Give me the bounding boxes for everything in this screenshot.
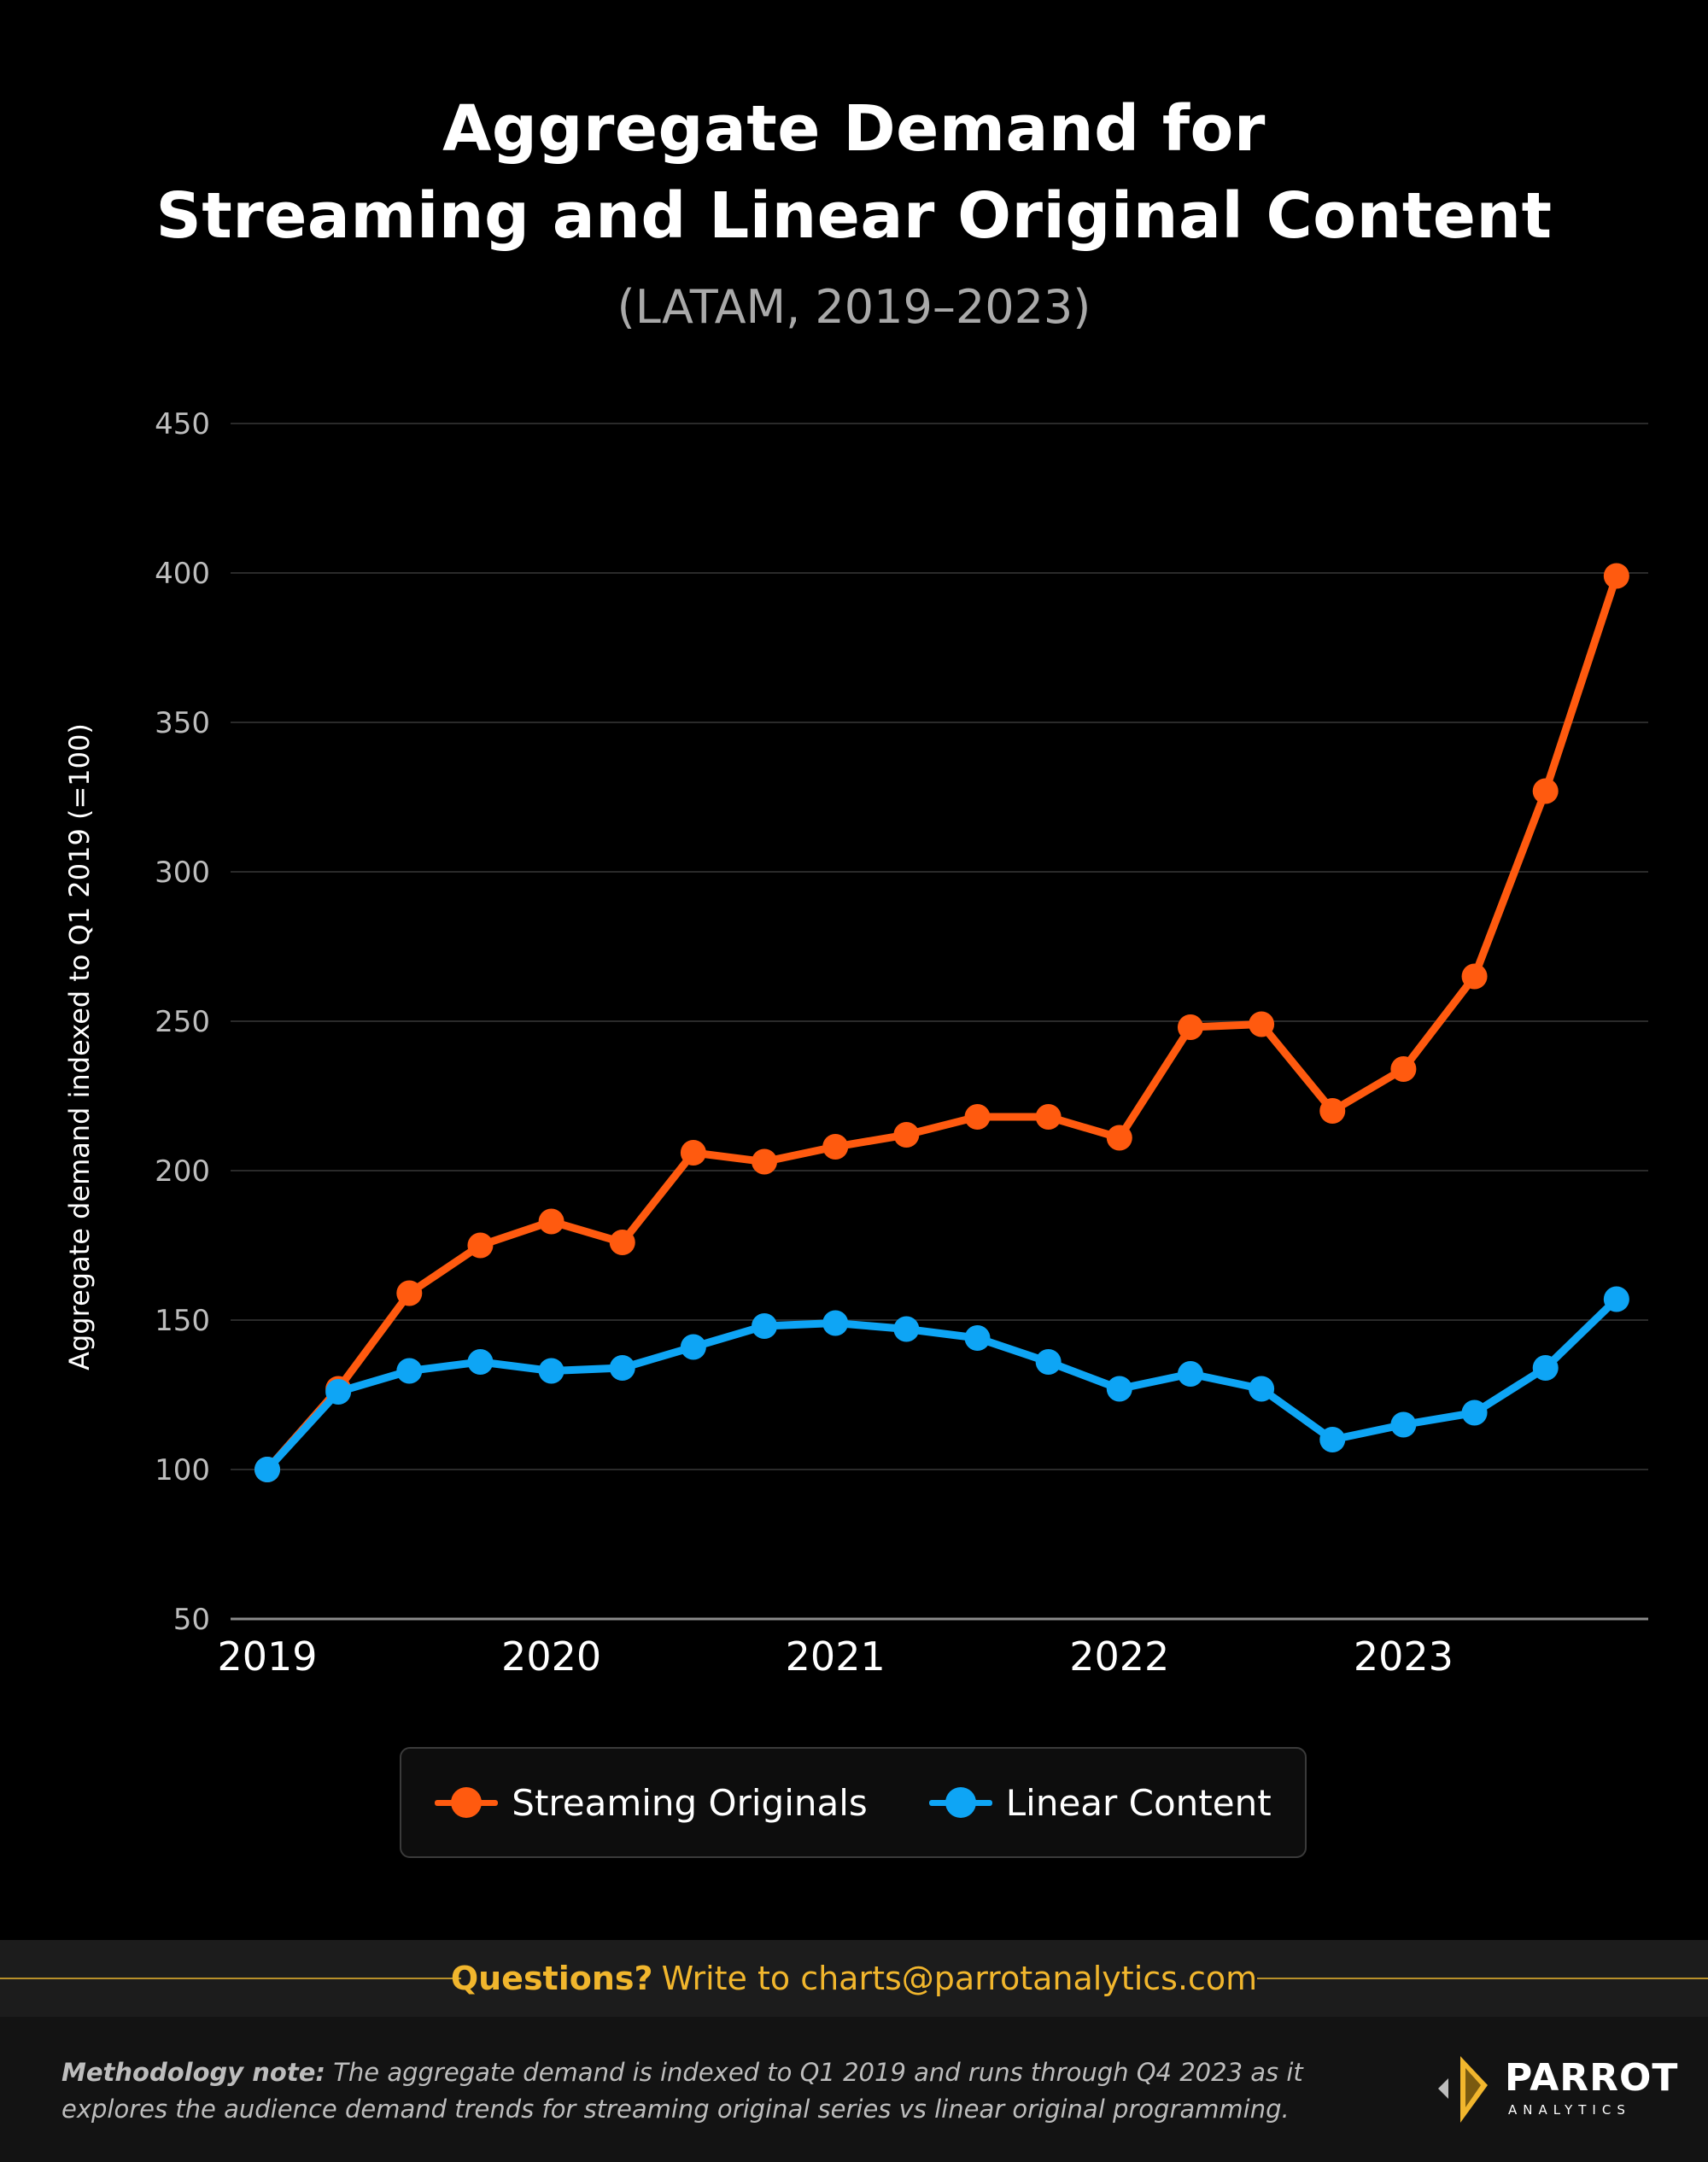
point-linear-content-q4-2023[interactable] [1603, 1286, 1629, 1312]
footer-question: Questions? [450, 1960, 653, 1997]
point-linear-content-q3-2023[interactable] [1532, 1355, 1559, 1381]
y-axis-ticks: 50 100 150 200 250 300 350 400 450 [155, 407, 210, 1637]
legend-swatch-linear-icon [928, 1785, 992, 1820]
x-tick-label-2020: 2020 [501, 1633, 601, 1680]
point-linear-content-q3-2022[interactable] [1249, 1376, 1275, 1402]
y-tick-label-350: 350 [155, 706, 210, 740]
point-linear-content-q3-2021[interactable] [964, 1325, 991, 1351]
y-tick-label-250: 250 [155, 1005, 210, 1039]
chart-legend: Streaming Originals Linear Content [400, 1747, 1307, 1858]
point-linear-content-q2-2021[interactable] [893, 1316, 920, 1342]
point-linear-content-q3-2020[interactable] [680, 1334, 706, 1360]
series-line-linear-content [263, 1295, 1621, 1474]
chart-title-line-2: Streaming and Linear Original Content [155, 179, 1553, 253]
y-axis-label: Aggregate demand indexed to Q1 2019 (=10… [63, 723, 96, 1370]
footer-contact-link[interactable]: Write to charts@parrotanalytics.com [661, 1960, 1258, 1997]
legend-swatch-streaming-icon [435, 1785, 499, 1820]
point-streaming-originals-q3-2020[interactable] [680, 1140, 706, 1166]
point-linear-content-q2-2022[interactable] [1177, 1361, 1203, 1387]
x-tick-label-2022: 2022 [1069, 1633, 1169, 1680]
methodology-note-label: Methodology note: [61, 2058, 325, 2087]
point-linear-content-q1-2022[interactable] [1106, 1376, 1132, 1402]
footer-contact: Questions? Write to charts@parrotanalyti… [0, 1940, 1708, 2017]
grid-lines [231, 423, 1648, 1470]
point-streaming-originals-q4-2019[interactable] [467, 1232, 494, 1259]
footer-rule-right [1247, 1978, 1708, 1979]
point-linear-content-q4-2021[interactable] [1035, 1349, 1062, 1375]
point-streaming-originals-q1-2022[interactable] [1106, 1125, 1132, 1151]
point-streaming-originals-q1-2020[interactable] [538, 1208, 564, 1235]
point-streaming-originals-q4-2023[interactable] [1603, 563, 1629, 589]
logo-name: PARROT [1505, 2056, 1679, 2100]
point-linear-content-q4-2019[interactable] [467, 1349, 494, 1375]
methodology-note: Methodology note: The aggregate demand i… [61, 2054, 1411, 2128]
y-tick-label-300: 300 [155, 856, 210, 890]
point-streaming-originals-q3-2019[interactable] [396, 1280, 423, 1306]
point-linear-content-q2-2019[interactable] [325, 1379, 352, 1405]
legend-label-linear: Linear Content [1005, 1781, 1272, 1824]
point-streaming-originals-q2-2021[interactable] [893, 1122, 920, 1148]
methodology-note-text: The aggregate demand is indexed to Q1 20… [61, 2058, 1303, 2124]
footer-contact-band: Questions? Write to charts@parrotanalyti… [0, 1940, 1708, 2017]
logo-subtitle: ANALYTICS [1508, 2102, 1631, 2118]
legend-label-streaming: Streaming Originals [512, 1781, 868, 1824]
point-linear-content-q1-2020[interactable] [538, 1358, 564, 1384]
legend-item-streaming[interactable]: Streaming Originals [435, 1782, 868, 1824]
y-tick-label-200: 200 [155, 1154, 210, 1189]
x-tick-label-2019: 2019 [217, 1633, 317, 1680]
series-group [254, 563, 1629, 1482]
chart-subtitle: (LATAM, 2019–2023) [617, 280, 1091, 334]
point-linear-content-q4-2022[interactable] [1319, 1427, 1346, 1452]
point-streaming-originals-q1-2023[interactable] [1390, 1056, 1417, 1082]
chart-title-line-1: Aggregate Demand for [442, 92, 1266, 166]
point-linear-content-q1-2019[interactable] [254, 1457, 280, 1482]
point-streaming-originals-q4-2022[interactable] [1319, 1098, 1346, 1124]
y-tick-label-50: 50 [173, 1603, 210, 1637]
point-streaming-originals-q4-2020[interactable] [752, 1148, 778, 1175]
x-axis-ticks: 2019 2020 2021 2022 2023 [217, 1633, 1453, 1680]
chart-title: Aggregate Demand for Streaming and Linea… [0, 85, 1708, 260]
point-linear-content-q1-2021[interactable] [822, 1310, 849, 1336]
point-linear-content-q1-2023[interactable] [1390, 1411, 1417, 1438]
footer-rule-left [0, 1978, 461, 1979]
point-streaming-originals-q3-2021[interactable] [964, 1104, 991, 1130]
point-streaming-originals-q3-2023[interactable] [1532, 778, 1559, 804]
legend-item-linear[interactable]: Linear Content [928, 1781, 1272, 1824]
y-tick-label-450: 450 [155, 407, 210, 441]
point-linear-content-q3-2019[interactable] [396, 1358, 423, 1384]
y-tick-label-150: 150 [155, 1304, 210, 1338]
x-tick-label-2023: 2023 [1354, 1633, 1454, 1680]
point-streaming-originals-q2-2023[interactable] [1461, 963, 1488, 990]
point-streaming-originals-q4-2021[interactable] [1035, 1104, 1062, 1130]
point-streaming-originals-q2-2022[interactable] [1177, 1014, 1203, 1040]
point-streaming-originals-q2-2020[interactable] [609, 1230, 635, 1255]
series-linear-content [254, 1286, 1629, 1482]
parrot-analytics-logo: PARROT ANALYTICS [1431, 2051, 1677, 2128]
x-tick-label-2021: 2021 [786, 1633, 886, 1680]
point-linear-content-q2-2023[interactable] [1461, 1399, 1488, 1426]
parrot-logo-icon [1438, 2056, 1488, 2123]
point-linear-content-q4-2020[interactable] [752, 1313, 778, 1339]
y-tick-label-100: 100 [155, 1453, 210, 1487]
point-linear-content-q2-2020[interactable] [609, 1355, 635, 1381]
point-streaming-originals-q3-2022[interactable] [1249, 1011, 1275, 1037]
y-tick-label-400: 400 [155, 557, 210, 591]
point-streaming-originals-q1-2021[interactable] [822, 1134, 849, 1160]
series-streaming-originals [254, 563, 1629, 1482]
footer-note-area: Methodology note: The aggregate demand i… [0, 2017, 1708, 2162]
